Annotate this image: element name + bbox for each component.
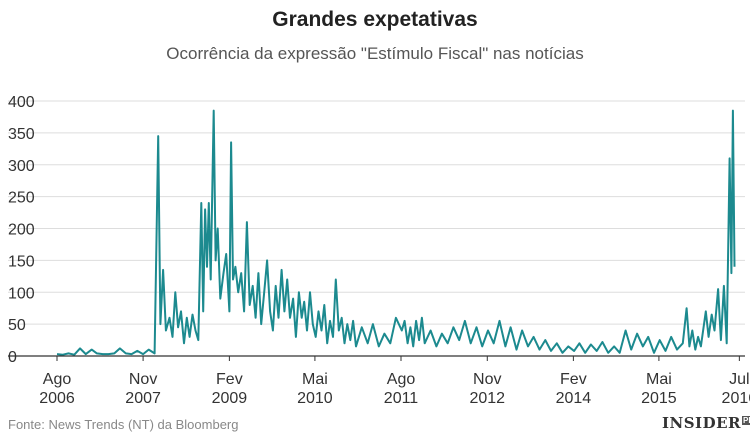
y-tick-label: 100 [8,285,35,302]
x-tick: Mai 2010 [297,356,333,407]
brand-name: INSIDER [662,414,741,432]
x-tick: Jul2016 [722,356,750,407]
x-tick: Nov 2007 [125,356,161,407]
x-tick-label: Ago 2011 [384,371,419,407]
x-tick: Nov 2012 [469,356,505,407]
x-axis-ticks: Ago 2006 Nov 2007 Fev 2009 Mai 2010 Ago 2011 Nov 20… [39,356,750,407]
series-path [56,109,736,356]
y-tick-label: 300 [8,158,35,175]
brand-logo: INSIDERPRO [662,414,750,432]
line-chart: 0 50 100 150 200 250 300 350 400 Ago 2006 Nov 2007 F… [8,94,750,407]
y-tick-label: 400 [8,94,35,111]
x-tick: Ago 2006 [39,356,75,407]
x-tick-label: Mai 2015 [641,371,677,407]
y-tick-label: 350 [8,126,35,143]
y-tick-label: 200 [8,222,35,239]
x-tick: Fev 2009 [212,356,248,407]
source-note: Fonte: News Trends (NT) da Bloomberg [8,417,239,432]
y-tick-label: 250 [8,190,35,207]
x-tick-label: Mai 2010 [297,371,333,407]
x-tick-label: Ago 2006 [39,371,75,407]
x-tick-label: Fev 2014 [556,371,592,407]
x-tick-label: Nov 2007 [125,371,161,407]
x-tick: Mai 2015 [641,356,677,407]
x-tick: Ago 2011 [384,356,419,407]
y-axis-ticks: 0 50 100 150 200 250 300 350 400 [8,94,35,366]
y-tick-label: 0 [8,349,17,366]
y-tick-label: 50 [8,317,26,334]
x-tick-label: Fev 2009 [212,371,248,407]
y-tick-label: 150 [8,253,35,270]
x-tick-label: Nov 2012 [469,371,505,407]
chart-title: Grandes expetativas [272,8,478,31]
grid-lines [8,100,745,325]
chart-subtitle: Ocorrência da expressão "Estímulo Fiscal… [166,44,584,63]
x-tick: Fev 2014 [556,356,592,407]
brand-suffix: PRO [741,416,750,425]
x-tick-label: Jul2016 [722,371,750,407]
series-line [56,109,736,356]
